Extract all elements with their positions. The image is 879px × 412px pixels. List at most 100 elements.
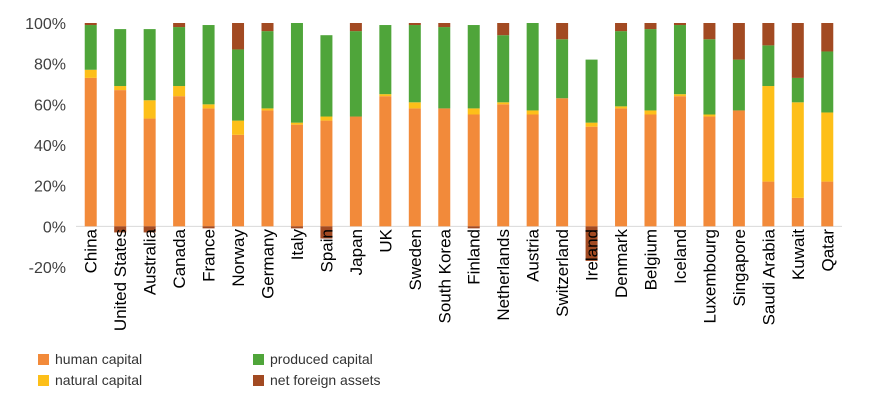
bar-segment-net-foreign-assets xyxy=(673,23,686,26)
bar-segment-net-foreign-assets xyxy=(644,23,657,30)
bar-segment-produced-capital xyxy=(615,31,628,107)
legend-item: produced capital xyxy=(253,351,373,367)
bar-segment-net-foreign-assets xyxy=(615,23,628,32)
bar-segment-produced-capital xyxy=(143,29,156,101)
x-category-label: Singapore xyxy=(730,229,749,307)
bar-segment-natural-capital xyxy=(173,86,186,97)
bar-stack xyxy=(497,23,510,227)
legend: human capital natural capital produced cap… xyxy=(38,351,381,388)
bar-segment-human-capital xyxy=(821,181,834,227)
bar-segment-human-capital xyxy=(467,114,480,227)
bar-segment-human-capital xyxy=(114,90,127,227)
bar-segment-natural-capital xyxy=(762,86,775,182)
bar-segment-produced-capital xyxy=(673,25,686,95)
bar-segment-human-capital xyxy=(408,108,421,227)
x-category-label: Germany xyxy=(259,229,278,299)
x-axis-labels: China United States Australia Canada France N… xyxy=(82,228,838,331)
bar-segment-natural-capital xyxy=(143,100,156,119)
bar-segment-human-capital xyxy=(703,116,716,227)
bar-segment-net-foreign-assets xyxy=(232,23,245,50)
x-category-label: Switzerland xyxy=(553,229,572,317)
bar-segment-produced-capital xyxy=(556,39,569,99)
bar-stack xyxy=(143,29,156,233)
x-category-label: Spain xyxy=(317,229,336,272)
x-category-label: Belgium xyxy=(642,229,661,290)
bar-segment-human-capital xyxy=(762,181,775,227)
bar-segment-net-foreign-assets xyxy=(114,226,127,233)
y-tick-label: -20% xyxy=(29,260,66,277)
bar-segment-net-foreign-assets xyxy=(467,226,480,229)
bar-segment-produced-capital xyxy=(173,27,186,87)
x-category-label: Sweden xyxy=(406,229,425,290)
y-tick-label: 60% xyxy=(34,97,66,114)
bar-segment-natural-capital xyxy=(290,122,303,125)
bar-segment-produced-capital xyxy=(644,29,657,111)
bar-stack xyxy=(556,23,569,227)
legend-swatch xyxy=(253,375,264,386)
legend-label: produced capital xyxy=(270,351,373,367)
bar-segment-human-capital xyxy=(349,116,362,227)
bar-stack xyxy=(467,25,480,229)
bar-segment-natural-capital xyxy=(497,102,510,105)
bar-stack xyxy=(202,25,215,229)
y-axis: -20% 0% 20% 40% 60% 80% 100% xyxy=(25,16,66,277)
bar-segment-net-foreign-assets xyxy=(703,23,716,40)
y-tick-label: 0% xyxy=(43,219,66,236)
bar-segment-natural-capital xyxy=(821,112,834,182)
bar-stack xyxy=(644,23,657,227)
x-category-label: Qatar xyxy=(818,229,837,272)
x-category-label: Iceland xyxy=(671,229,690,284)
bar-segment-human-capital xyxy=(173,96,186,227)
bar-segment-produced-capital xyxy=(791,77,804,103)
bar-segment-human-capital xyxy=(526,114,539,227)
x-category-label: Ireland xyxy=(583,229,602,281)
bar-stack xyxy=(703,23,716,227)
bar-stack xyxy=(791,23,804,227)
bar-segment-natural-capital xyxy=(84,69,97,78)
legend-item: natural capital xyxy=(38,372,142,388)
bar-segment-human-capital xyxy=(320,120,333,227)
x-category-label: Japan xyxy=(347,229,366,275)
x-category-label: Finland xyxy=(465,229,484,285)
bar-segment-net-foreign-assets xyxy=(556,23,569,40)
x-category-label: United States xyxy=(111,229,130,331)
bar-segment-net-foreign-assets xyxy=(173,23,186,28)
bar-segment-natural-capital xyxy=(791,102,804,198)
bar-stack xyxy=(526,23,539,227)
bar-segment-net-foreign-assets xyxy=(261,23,274,32)
bar-segment-produced-capital xyxy=(732,59,745,111)
legend-label: natural capital xyxy=(55,372,142,388)
x-category-label: Denmark xyxy=(612,229,631,298)
bar-segment-human-capital xyxy=(143,118,156,227)
bar-segment-produced-capital xyxy=(526,23,539,111)
bar-segment-human-capital xyxy=(673,96,686,227)
bar-segment-net-foreign-assets xyxy=(438,23,451,28)
bar-stack xyxy=(615,23,628,227)
bar-segment-natural-capital xyxy=(202,104,215,109)
bar-segment-natural-capital xyxy=(408,102,421,109)
bar-stack xyxy=(84,23,97,227)
bar-segment-human-capital xyxy=(732,110,745,227)
x-category-label: China xyxy=(82,228,101,273)
bar-segment-human-capital xyxy=(615,108,628,227)
bar-segment-natural-capital xyxy=(320,116,333,121)
legend-label: net foreign assets xyxy=(270,372,381,388)
bar-segment-produced-capital xyxy=(202,25,215,105)
bar-stack xyxy=(320,35,333,239)
bar-segment-natural-capital xyxy=(467,108,480,115)
bar-segment-produced-capital xyxy=(467,25,480,109)
bar-stack xyxy=(408,23,421,227)
legend-swatch xyxy=(253,354,264,365)
bar-segment-produced-capital xyxy=(261,31,274,109)
y-tick-label: 40% xyxy=(34,138,66,155)
bar-segment-produced-capital xyxy=(762,45,775,87)
bar-stack xyxy=(114,29,127,233)
bar-segment-produced-capital xyxy=(497,35,510,103)
bar-segment-natural-capital xyxy=(585,122,598,127)
bar-segment-natural-capital xyxy=(673,94,686,97)
bar-segment-produced-capital xyxy=(349,31,362,117)
y-tick-label: 100% xyxy=(25,16,66,33)
bar-stack xyxy=(762,23,775,227)
bar-segment-natural-capital xyxy=(644,110,657,115)
